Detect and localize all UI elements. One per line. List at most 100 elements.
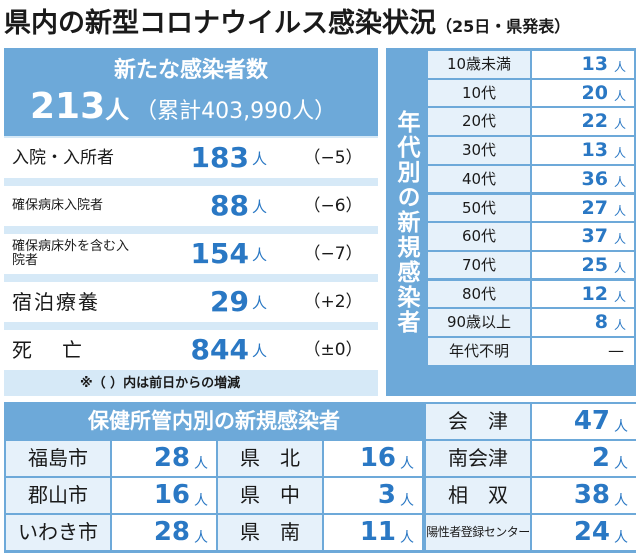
age-value-cell: 12 人	[532, 280, 634, 308]
status-change: （+2）	[303, 292, 363, 312]
age-unit: 人	[613, 232, 626, 247]
health-center-value-cell: 16 人	[112, 478, 216, 513]
age-value-cell: 25 人	[532, 251, 634, 279]
age-category: 60代	[428, 223, 530, 250]
age-category: 10代	[428, 79, 530, 107]
health-center-value: 38	[573, 480, 610, 510]
health-center-value: 11	[359, 517, 396, 547]
age-value: 27	[581, 196, 608, 219]
age-row: 10代 20 人	[426, 79, 636, 108]
age-value: 25	[581, 253, 608, 276]
health-center-value: 24	[573, 517, 610, 547]
new-cases-number: 213	[30, 86, 106, 127]
age-category: 20代	[428, 108, 530, 135]
age-value: —	[608, 341, 624, 360]
age-value-cell: 13 人	[532, 137, 634, 164]
age-value: 13	[581, 139, 608, 162]
age-unit: 人	[613, 60, 626, 74]
page-title: 県内の新型コロナウイルス感染状況（25日・県発表）	[4, 2, 570, 49]
status-row-lodging: 宿泊療養 29 人 （+2）	[4, 282, 378, 322]
age-value-cell: 13 人	[532, 51, 634, 78]
status-unit: 人	[252, 150, 268, 168]
cumulative-total: （累計403,990人）	[135, 99, 337, 124]
status-unit: 人	[252, 246, 268, 264]
status-unit: 人	[252, 198, 268, 216]
health-center-name: 南会津	[426, 441, 530, 476]
health-center-name: 県 北	[218, 441, 322, 476]
status-unit: 人	[252, 294, 268, 312]
age-value: 8	[594, 311, 608, 334]
age-unit: 人	[613, 146, 626, 161]
age-value: 22	[581, 110, 608, 133]
status-value: 29	[210, 285, 249, 318]
status-row-hospitalized: 入院・入所者 183 人 （−5）	[4, 138, 378, 178]
health-center-unit: 人	[194, 493, 208, 509]
health-center-name: 福島市	[6, 441, 110, 476]
health-center-unit: 人	[194, 456, 208, 472]
status-label: 死亡	[12, 337, 112, 362]
age-row: 40代 36 人	[426, 165, 636, 194]
footnote: ※（ ）内は前日からの増減	[80, 376, 241, 391]
status-row-secured-beds: 確保病床入院者 88 人 （−6）	[4, 186, 378, 226]
age-value-cell: 36 人	[532, 165, 634, 193]
status-value: 154	[190, 237, 249, 270]
age-unit: 人	[613, 117, 626, 132]
health-center-unit: 人	[614, 419, 628, 435]
status-value: 844	[190, 333, 249, 366]
age-category: 80代	[428, 280, 530, 308]
health-center-value: 16	[359, 443, 396, 473]
age-category: 年代不明	[428, 338, 530, 365]
new-cases-header	[4, 48, 378, 136]
age-value: 12	[581, 282, 608, 305]
status-change: （−7）	[303, 244, 363, 264]
age-row: 50代 27 人	[426, 194, 636, 223]
health-center-name: 会 津	[426, 404, 530, 439]
age-category: 30代	[428, 137, 530, 164]
age-value-cell: 20 人	[532, 79, 634, 107]
status-change: （−5）	[303, 148, 363, 168]
health-center-unit: 人	[400, 493, 414, 509]
status-label: 入院・入所者	[12, 147, 114, 168]
health-center-value: 47	[573, 406, 610, 436]
age-unit: 人	[613, 289, 626, 304]
status-change: （−6）	[303, 196, 363, 216]
status-label: 宿泊療養	[12, 289, 100, 314]
status-value: 88	[210, 189, 249, 222]
age-row: 20代 22 人	[426, 107, 636, 136]
page-subtitle: （25日・県発表）	[436, 17, 571, 36]
age-row: 30代 13 人	[426, 136, 636, 165]
age-unit: 人	[613, 88, 626, 103]
health-center-value: 2	[591, 443, 610, 473]
age-value: 37	[581, 225, 608, 248]
health-center-name: 県 中	[218, 478, 322, 513]
health-center-value-cell: 47 人	[532, 404, 636, 439]
health-center-unit: 人	[194, 530, 208, 546]
health-center-value-cell: 24 人	[532, 515, 636, 550]
age-row: 80代 12 人	[426, 280, 636, 309]
status-change: （±0）	[303, 340, 363, 360]
new-cases-unit: 人	[105, 96, 130, 124]
health-center-value-cell: 28 人	[112, 515, 216, 550]
health-center-value: 28	[153, 517, 190, 547]
age-unit: 人	[613, 260, 626, 275]
age-panel-label: 年代別の新規感染者	[393, 109, 419, 335]
new-cases-total: 213人 （累計403,990人）	[30, 86, 336, 127]
age-value-cell: 37 人	[532, 223, 634, 250]
health-center-name: 県 南	[218, 515, 322, 550]
status-label: 確保病床外を含む入院者	[12, 239, 130, 268]
title-text: 県内の新型コロナウイルス感染状況	[4, 8, 436, 39]
age-category: 10歳未満	[428, 51, 530, 78]
health-center-value-cell: 16 人	[324, 441, 422, 476]
health-center-unit: 人	[614, 530, 628, 546]
age-category: 40代	[428, 165, 530, 193]
health-center-label: 保健所管内別の新規感染者	[88, 409, 340, 433]
health-center-value: 3	[377, 480, 396, 510]
health-center-name: 相 双	[426, 478, 530, 513]
status-row-deaths: 死亡 844 人 （±0）	[4, 330, 378, 370]
new-cases-label: 新たな感染者数	[113, 58, 268, 83]
age-value-cell: 22 人	[532, 108, 634, 135]
status-label: 確保病床入院者	[12, 198, 104, 213]
age-category: 50代	[428, 194, 530, 221]
